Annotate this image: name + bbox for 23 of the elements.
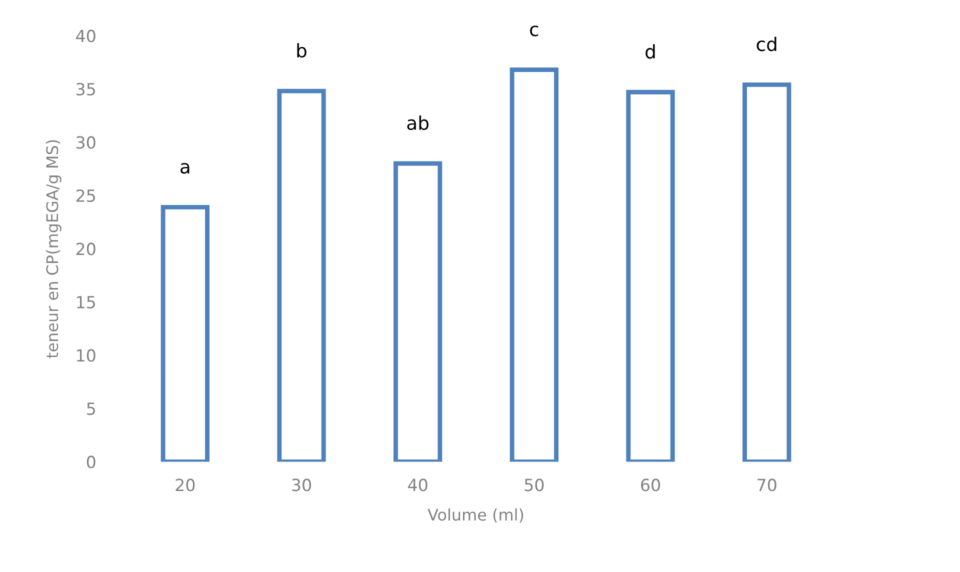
annotation: b bbox=[297, 43, 306, 58]
y-tick-label: 10 bbox=[77, 349, 96, 362]
y-axis-title: teneur en CP(mgEGA/g MS) bbox=[46, 140, 62, 358]
y-tick-label: 35 bbox=[76, 82, 95, 96]
annotation: a bbox=[180, 162, 190, 174]
annotation: ab bbox=[407, 116, 429, 130]
x-tick-label: 70 bbox=[758, 478, 776, 492]
y-tick-label: 25 bbox=[76, 189, 95, 202]
x-tick-label: 60 bbox=[641, 478, 660, 492]
annotation: c bbox=[530, 26, 538, 36]
y-tick-label: 40 bbox=[76, 30, 96, 42]
y-tick-label: 30 bbox=[76, 136, 96, 149]
x-tick-label: 20 bbox=[176, 478, 195, 492]
y-tick-label: 15 bbox=[77, 296, 95, 309]
y-tick-label: 20 bbox=[76, 242, 96, 256]
annotation: cd bbox=[756, 36, 776, 52]
y-tick-label: 0 bbox=[86, 456, 96, 468]
x-axis-title: Volume (ml) bbox=[428, 508, 524, 523]
y-tick-label: 5 bbox=[87, 402, 95, 416]
x-tick-label: 50 bbox=[524, 478, 544, 492]
annotation: d bbox=[646, 44, 655, 59]
x-tick-label: 40 bbox=[408, 478, 428, 492]
x-tick-label: 30 bbox=[292, 478, 311, 492]
